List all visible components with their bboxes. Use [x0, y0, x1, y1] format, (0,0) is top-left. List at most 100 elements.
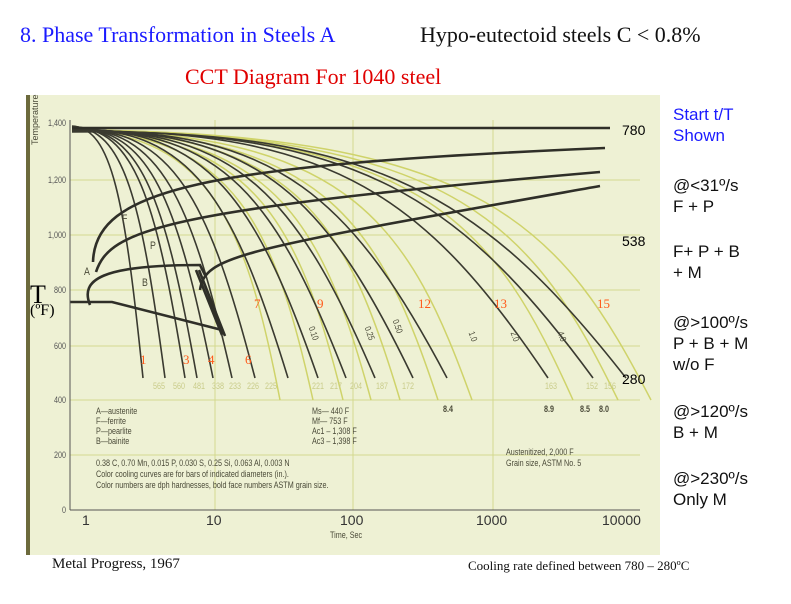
cooling-curve — [71, 127, 289, 379]
y-tick: 1,000 — [47, 230, 66, 240]
bainite-line — [70, 300, 223, 332]
ferrite-start-curve — [91, 146, 606, 263]
line: @>100º/s — [673, 313, 748, 332]
bar-cooling-curve — [71, 129, 439, 401]
line: w/o F — [673, 355, 715, 374]
sidebar-item: @>100º/s P + B + M w/o F — [673, 312, 748, 375]
sidebar-item: @>230º/s Only M — [673, 468, 748, 510]
note: Color numbers are dph hardnesses, bold f… — [96, 480, 329, 490]
bar-cooling-curve — [71, 129, 473, 401]
y-unit-symbol: T — [30, 280, 46, 309]
transformation-boundaries — [70, 126, 610, 337]
sidebar-item: @>120º/s B + M — [673, 401, 748, 443]
y-tick: 0 — [61, 505, 66, 515]
line: + M — [673, 263, 702, 282]
hardness-value: 156 — [604, 381, 617, 391]
pearlite-start-curve — [94, 170, 601, 273]
cooling-curve — [71, 128, 319, 379]
line: @>230º/s — [673, 469, 748, 488]
x-tick: 1 — [82, 512, 90, 528]
y-tick: 1,400 — [47, 118, 66, 128]
hardness-value: 481 — [193, 381, 206, 391]
x-tick: 10000 — [602, 512, 641, 528]
legend-item: F—ferrite — [96, 416, 127, 426]
conditions: Austenitized, 2,000 F Grain size, ASTM N… — [506, 447, 581, 469]
martensite-lines — [194, 269, 227, 337]
astm-number: 8.0 — [599, 404, 610, 414]
astm-number: 8.5 — [580, 404, 591, 414]
temp-item: Ac1 – 1,308 F — [312, 426, 357, 436]
curve-number: 12 — [418, 296, 431, 311]
line: Only M — [673, 490, 727, 509]
sidebar-heading-line: Start t/T — [673, 105, 734, 124]
critical-temps: Ms— 440 F Mf— 753 F Ac1 – 1,308 F Ac3 – … — [312, 406, 357, 446]
hardness-value: 172 — [402, 381, 415, 391]
hardness-value: 217 — [330, 381, 343, 391]
temp-item: Ac3 – 1,398 F — [312, 436, 357, 446]
y-unit: (ºF) — [30, 302, 55, 319]
cct-diagram-figure — [26, 95, 660, 555]
condition: Austenitized, 2,000 F — [506, 447, 574, 457]
y-tick: 800 — [53, 285, 66, 295]
cooling-rate-note: Cooling rate defined between 780 – 280ºC — [468, 558, 690, 573]
astm-number: 8.9 — [544, 404, 555, 414]
temp-item: Ms— 440 F — [312, 406, 350, 416]
curve-number: 6 — [245, 352, 252, 367]
hardness-value: 187 — [376, 381, 389, 391]
cooling-curve — [71, 129, 448, 379]
bainite-start-curve — [86, 263, 207, 306]
hardness-value: 560 — [173, 381, 186, 391]
curve-number: 4 — [208, 352, 215, 367]
x-tick: 100 — [340, 512, 364, 528]
line: P + B + M — [673, 334, 749, 353]
x-tick: 10 — [206, 512, 222, 528]
hardness-value: 152 — [586, 381, 599, 391]
sidebar-item: @<31º/s F + P — [673, 175, 739, 217]
hardness-value: 565 — [153, 381, 166, 391]
hardness-value: 338 — [212, 381, 225, 391]
diagram-title: CCT Diagram For 1040 steel — [185, 64, 442, 89]
phase-label: P — [150, 240, 156, 252]
line: B + M — [673, 423, 718, 442]
y-tick: 600 — [53, 341, 66, 351]
hardness-value: 163 — [545, 381, 558, 391]
legend: A—austenite F—ferrite P—pearlite B—baini… — [96, 406, 137, 446]
composition-notes: 0.38 C, 0.70 Mn, 0.015 P, 0.030 S, 0.25 … — [96, 458, 329, 491]
curve-number: 13 — [494, 296, 507, 311]
celsius-538: 538 — [622, 233, 646, 249]
astm-number: 8.4 — [443, 404, 454, 414]
source-citation: Metal Progress, 1967 — [52, 556, 180, 572]
cooling-curve — [71, 131, 627, 379]
curve-number: 3 — [183, 352, 190, 367]
phase-label: A — [84, 266, 90, 278]
line: @>120º/s — [673, 402, 748, 421]
sidebar-item: F+ P + B + M — [673, 241, 740, 283]
celsius-780: 780 — [622, 122, 646, 138]
sidebar-heading-line: Shown — [673, 126, 725, 145]
hardness-value: 204 — [350, 381, 363, 391]
curve-number: 9 — [317, 296, 324, 311]
cooling-curve — [71, 127, 233, 379]
note: 0.38 C, 0.70 Mn, 0.015 P, 0.030 S, 0.25 … — [96, 458, 290, 468]
y-tick: 1,200 — [47, 175, 66, 185]
phase-label: B — [142, 277, 148, 289]
celsius-280: 280 — [622, 371, 646, 387]
y-tick: 200 — [53, 450, 66, 460]
legend-item: B—bainite — [96, 436, 130, 446]
hardness-value: 233 — [229, 381, 242, 391]
x-tick: 1000 — [476, 512, 508, 528]
curve-number: 15 — [597, 296, 610, 311]
x-axis-title: Time, Sec — [330, 530, 363, 540]
note: Color cooling curves are for bars of ind… — [96, 469, 289, 479]
line: F + P — [673, 197, 715, 216]
cooling-curve — [71, 125, 166, 379]
bar-cooling-curve — [71, 129, 652, 401]
condition: Grain size, ASTM No. 5 — [506, 458, 582, 468]
bar-cooling-curve — [71, 129, 619, 401]
cooling-curve — [71, 127, 256, 379]
hardness-value: 225 — [265, 381, 278, 391]
hardness-value: 221 — [312, 381, 325, 391]
legend-item: A—austenite — [96, 406, 138, 416]
